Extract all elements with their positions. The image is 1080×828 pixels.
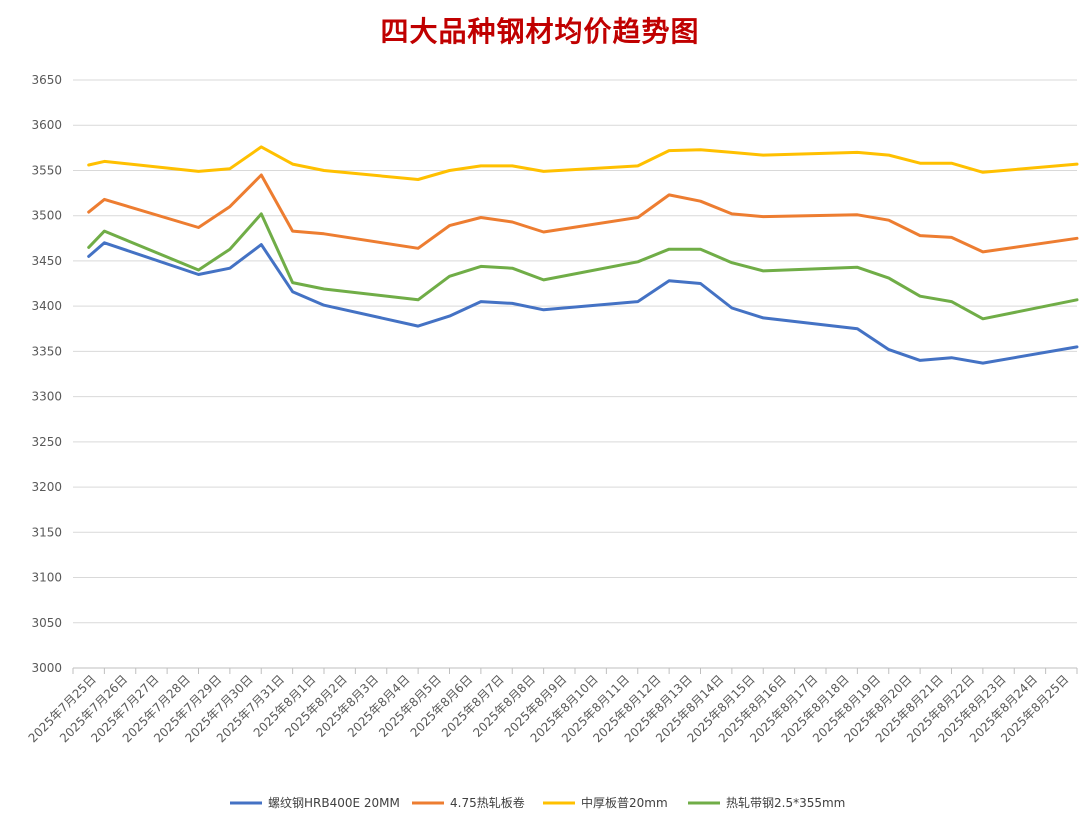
gridlines [73,79,1077,624]
chart-title: 四大品种钢材均价趋势图 [380,15,700,48]
series-line-2 [87,173,1079,254]
y-tick-label: 3000 [31,661,62,675]
y-tick-label: 3550 [31,163,62,177]
x-axis: 2025年7月25日2025年7月26日2025年7月27日2025年7月28日… [26,667,1078,745]
y-tick-label: 3350 [31,344,62,358]
y-tick-label: 3300 [31,390,62,404]
y-tick-label: 3200 [31,480,62,494]
series-lines [87,145,1079,365]
y-tick-label: 3450 [31,254,62,268]
y-tick-label: 3100 [31,571,62,585]
legend: 螺纹钢HRB400E 20MM 4.75热轧板卷 中厚板普20mm 热轧带钢2.5*3… [230,795,845,810]
y-tick-label: 3650 [31,73,62,87]
y-tick-label: 3050 [31,616,62,630]
legend-label: 热轧带钢2.5*355mm [726,796,845,810]
y-tick-label: 3500 [31,209,62,223]
y-tick-label: 3150 [31,525,62,539]
series-line-4 [87,212,1079,321]
legend-label: 中厚板普20mm [581,795,668,810]
y-axis-ticks: 3000 3050 3100 3150 3200 3250 3300 3350 3400 3450… [31,73,62,675]
y-tick-label: 3250 [31,435,62,449]
y-tick-label: 3400 [31,299,62,313]
series-line-3 [87,145,1079,181]
y-tick-label: 3600 [31,118,62,132]
series-line-1 [87,241,1079,365]
legend-label: 4.75热轧板卷 [450,795,525,810]
legend-label: 螺纹钢HRB400E 20MM [268,796,400,810]
